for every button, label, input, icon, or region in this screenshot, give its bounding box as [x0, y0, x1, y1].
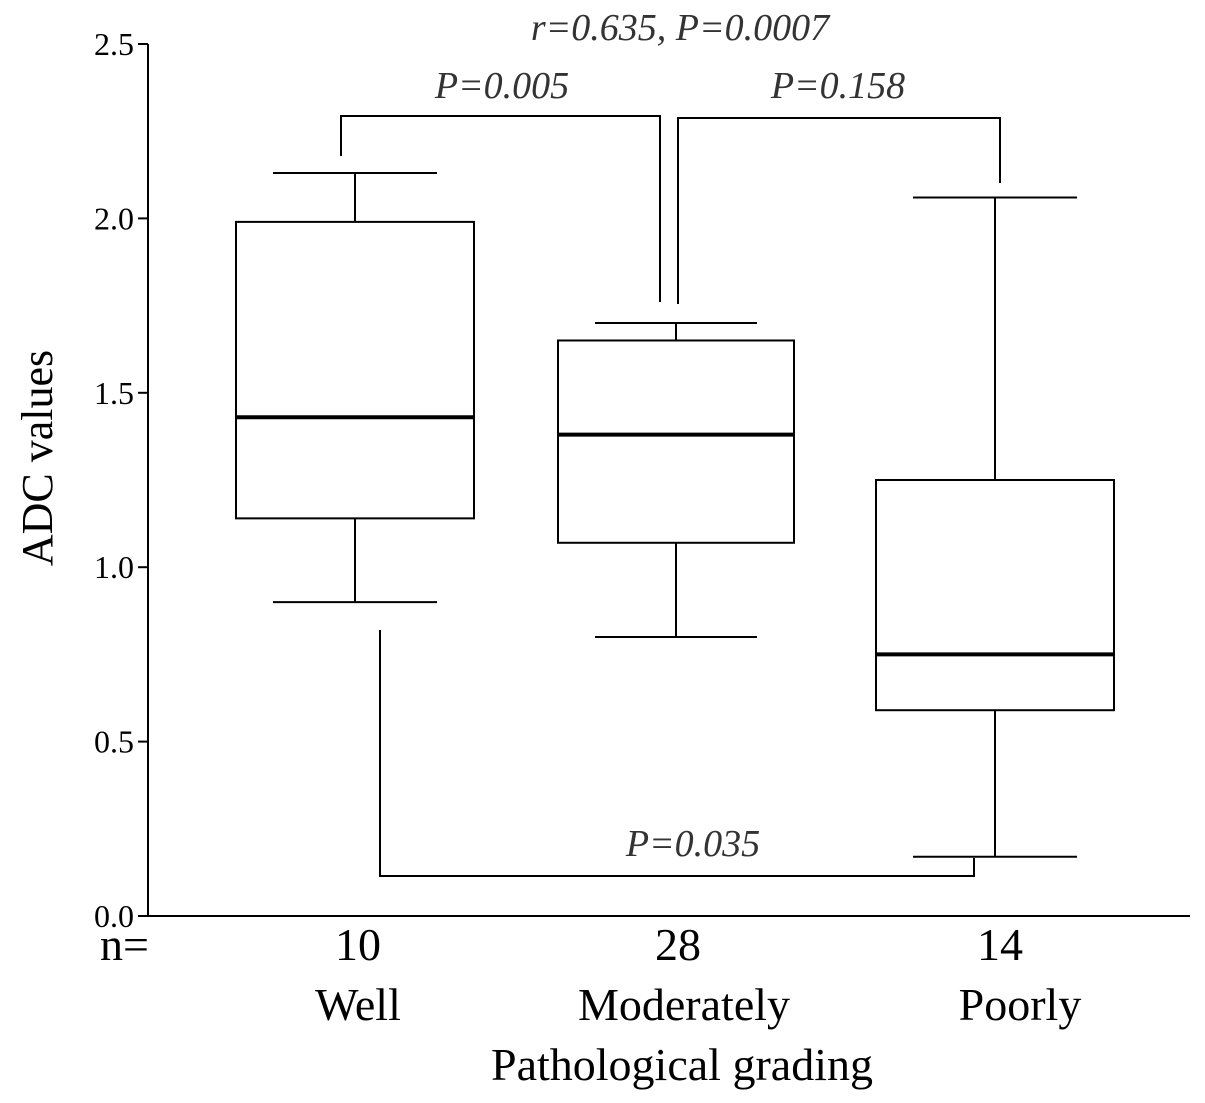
- y-tick-label: 1.0: [94, 549, 134, 585]
- y-tick-label: 0.5: [94, 724, 134, 760]
- y-tick-label: 2.5: [94, 26, 134, 62]
- annotation-well-vs-moderate: P=0.005: [434, 65, 569, 107]
- boxes: [235, 172, 1115, 858]
- y-tick-label: 1.5: [94, 375, 134, 411]
- bracket-well-vs-poor: [379, 630, 975, 877]
- y-tick-label: 0.0: [94, 898, 134, 934]
- y-tick-label: 2.0: [94, 200, 134, 236]
- box-group-poorly: [875, 196, 1115, 858]
- y-axis-title: ADC values: [13, 350, 62, 566]
- category-label-well: Well: [315, 979, 401, 1030]
- x-axis-title: Pathological grading: [491, 1039, 873, 1090]
- box-group-well: [235, 172, 475, 604]
- iqr-box: [875, 479, 1115, 712]
- iqr-box: [235, 220, 475, 520]
- n-label: n=: [100, 919, 149, 970]
- box-group-moderately: [557, 322, 795, 638]
- annotation-moderate-vs-poor: P=0.158: [770, 65, 905, 107]
- annotation-well-vs-poor: P=0.035: [625, 823, 760, 865]
- y-ticks: 0.0 0.5 1.0 1.5 2.0 2.5: [94, 26, 148, 934]
- annotation-overall: r=0.635, P=0.0007: [531, 7, 831, 49]
- n-value-poorly: 14: [977, 919, 1023, 970]
- bracket-well-vs-moderate: [340, 115, 661, 302]
- n-value-well: 10: [335, 919, 381, 970]
- n-value-moderately: 28: [655, 919, 701, 970]
- category-label-moderately: Moderately: [578, 979, 790, 1030]
- category-label-poorly: Poorly: [959, 979, 1082, 1030]
- bracket-moderate-vs-poor: [677, 117, 1001, 304]
- iqr-box: [557, 339, 795, 544]
